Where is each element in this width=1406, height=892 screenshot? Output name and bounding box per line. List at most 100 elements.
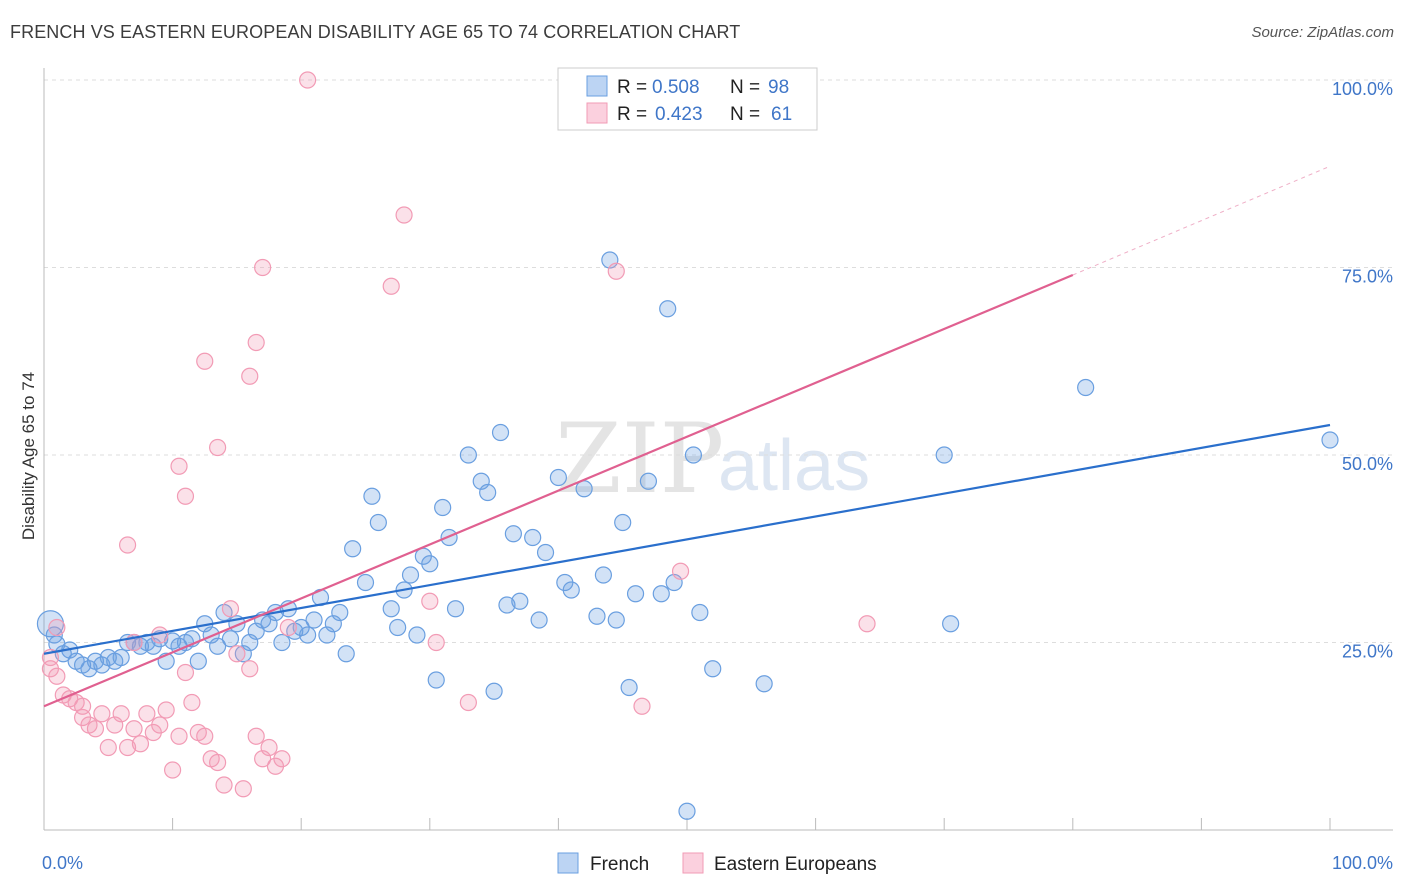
eastern-point (260, 738, 278, 757)
french-point (607, 611, 625, 629)
french-point (485, 682, 503, 700)
french-point (421, 555, 439, 573)
eastern-point (607, 262, 625, 280)
legend-swatch-eastern (586, 102, 608, 124)
french-point (491, 423, 510, 442)
eastern-point (247, 727, 265, 745)
source-label: Source: ZipAtlas.com (1251, 24, 1394, 41)
eastern-trendline-extension (1072, 165, 1331, 276)
axes (43, 68, 1393, 831)
french-point (299, 626, 317, 644)
eastern-point (241, 660, 259, 678)
eastern-point (427, 633, 445, 652)
eastern-point (176, 487, 195, 505)
french-point (524, 528, 542, 547)
french-point (511, 592, 529, 610)
eastern-point (382, 277, 400, 295)
french-point (562, 581, 580, 599)
eastern-point (48, 618, 66, 637)
x-tick-label-max: 100.0% (1332, 853, 1393, 873)
french-point (434, 498, 452, 517)
eastern-point (671, 562, 690, 580)
french-point (305, 611, 323, 629)
eastern-point (73, 708, 92, 727)
eastern-point (112, 705, 130, 723)
french-point (942, 615, 960, 633)
legend-swatch-french (586, 75, 608, 97)
legend: R = 0.508 N = 98 R = 0.423 N = 61 (557, 67, 818, 131)
eastern-point (279, 618, 297, 637)
bottom-legend-label-french: French (590, 854, 649, 875)
french-point (459, 446, 477, 464)
eastern-point (254, 258, 272, 277)
eastern-point (93, 705, 111, 723)
eastern-point (86, 720, 105, 738)
series-french-points (36, 251, 1339, 820)
eastern-point (131, 735, 150, 753)
french-point (408, 626, 426, 644)
eastern-point (170, 727, 188, 745)
eastern-point (118, 738, 137, 757)
eastern-point (395, 206, 413, 224)
chart-title: FRENCH VS EASTERN EUROPEAN DISABILITY AG… (10, 22, 741, 42)
y-tick-label-75: 75.0% (1342, 267, 1393, 287)
legend-n-value-eastern: 61 (771, 104, 792, 125)
french-point (652, 585, 670, 603)
eastern-point (99, 738, 117, 757)
eastern-point (421, 592, 439, 610)
eastern-point (228, 645, 246, 663)
french-point (755, 675, 773, 693)
x-tick-label-min: 0.0% (42, 853, 83, 873)
eastern-point (157, 701, 175, 719)
eastern-point (170, 457, 188, 475)
french-point (446, 600, 465, 618)
eastern-point (164, 761, 182, 779)
bottom-legend: French Eastern Europeans (557, 852, 877, 875)
french-point (389, 618, 407, 637)
french-point (498, 596, 516, 614)
eastern-point (633, 697, 651, 715)
gridlines (44, 79, 1393, 643)
y-tick-label-25: 25.0% (1342, 642, 1393, 662)
y-axis-title: Disability Age 65 to 74 (19, 372, 38, 540)
eastern-point (215, 776, 233, 794)
eastern-point (151, 716, 169, 734)
french-point (479, 483, 497, 502)
eastern-point (125, 720, 143, 738)
bottom-legend-swatch-french (557, 852, 579, 874)
eastern-point (234, 780, 252, 798)
bottom-legend-swatch-eastern (682, 852, 704, 874)
french-point (594, 566, 613, 584)
french-point (536, 543, 555, 562)
french-point (344, 540, 362, 558)
french-point (691, 603, 709, 622)
eastern-point (183, 693, 201, 712)
french-point (112, 648, 130, 667)
y-tick-label-50: 50.0% (1342, 454, 1393, 474)
french-point (620, 678, 638, 697)
french-point (678, 802, 696, 820)
eastern-point (48, 667, 66, 685)
french-point (427, 671, 445, 689)
legend-n-label-french: N = (730, 77, 760, 98)
legend-r-label-eastern: R = (617, 104, 647, 125)
french-point (1321, 431, 1339, 449)
french-point (209, 637, 227, 655)
french-point (639, 472, 658, 490)
eastern-point (196, 352, 214, 370)
french-point (549, 468, 568, 487)
french-point (401, 566, 420, 584)
eastern-point (176, 663, 195, 682)
watermark-atlas: atlas (718, 426, 870, 506)
eastern-point (247, 333, 265, 352)
french-point (588, 607, 606, 625)
french-point (331, 603, 349, 622)
french-point (221, 630, 240, 648)
legend-r-label-french: R = (617, 77, 647, 98)
y-tick-labels: 25.0% 50.0% 75.0% 100.0% (1332, 79, 1393, 662)
eastern-point (209, 753, 227, 772)
french-point (382, 600, 400, 618)
french-point (530, 611, 548, 629)
eastern-point (459, 693, 477, 712)
